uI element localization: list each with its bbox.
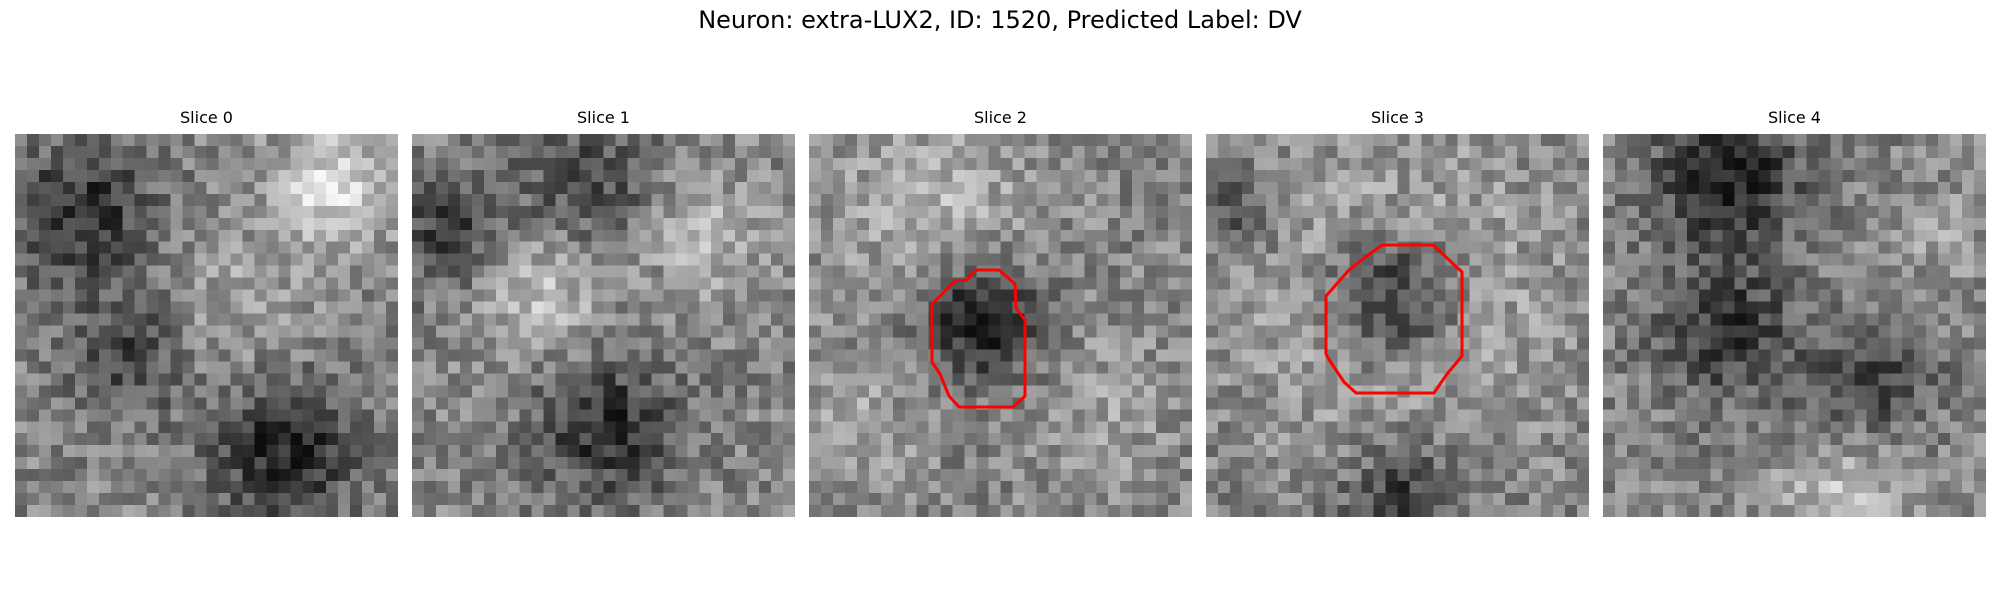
slice-title: Slice 2 — [809, 108, 1192, 127]
slice-title: Slice 4 — [1603, 108, 1986, 127]
slice-image — [412, 134, 795, 517]
neuron-contour — [932, 270, 1025, 407]
slice-title: Slice 0 — [15, 108, 398, 127]
neuron-contour-overlay — [1206, 134, 1589, 517]
slice-image — [15, 134, 398, 517]
slice-title: Slice 3 — [1206, 108, 1589, 127]
neuron-contour — [1326, 245, 1462, 393]
figure-title: Neuron: extra-LUX2, ID: 1520, Predicted … — [0, 6, 2000, 34]
slice-title: Slice 1 — [412, 108, 795, 127]
neuron-contour-overlay — [809, 134, 1192, 517]
slice-image — [1603, 134, 1986, 517]
